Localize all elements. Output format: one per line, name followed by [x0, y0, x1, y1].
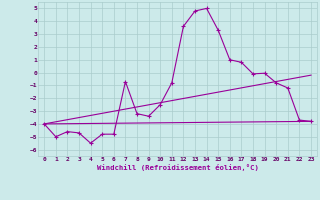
X-axis label: Windchill (Refroidissement éolien,°C): Windchill (Refroidissement éolien,°C)	[97, 164, 259, 171]
